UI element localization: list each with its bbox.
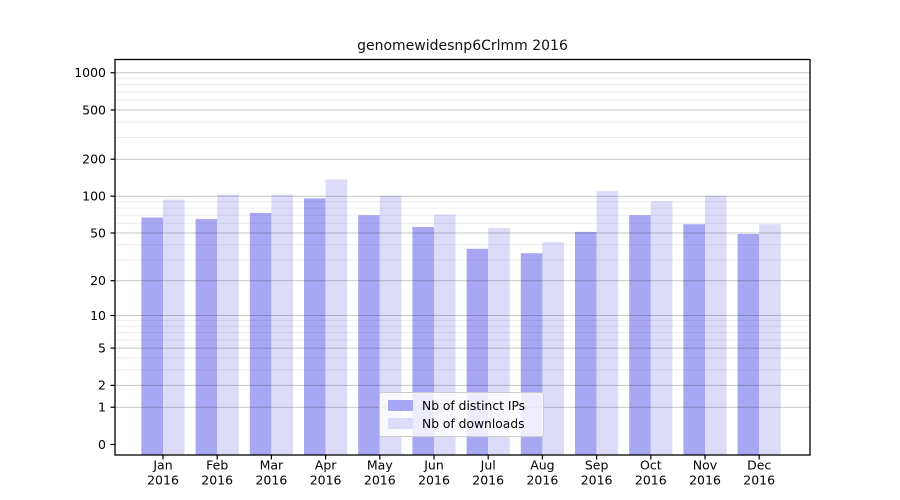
x-tick-label-year: 2016 xyxy=(581,473,613,488)
y-tick-label: 100 xyxy=(82,189,106,204)
legend-swatch-downloads xyxy=(388,418,413,429)
chart-title: genomewidesnp6Crlmm 2016 xyxy=(357,38,568,54)
x-tick-label-month: Nov xyxy=(693,458,718,473)
y-tick-label: 2 xyxy=(98,378,106,393)
x-tick-label-year: 2016 xyxy=(201,473,233,488)
x-tick-label-month: Jan xyxy=(152,458,172,473)
bar-downloads-sep xyxy=(596,191,619,455)
x-tick-label-month: Feb xyxy=(206,458,228,473)
x-tick-label-month: Aug xyxy=(530,458,554,473)
x-tick-label-year: 2016 xyxy=(472,473,504,488)
bar-downloads-mar xyxy=(271,194,293,455)
x-tick-label-month: Sep xyxy=(585,458,609,473)
bar-ips-mar xyxy=(249,212,272,455)
bar-ips-sep xyxy=(575,231,597,455)
x-tick-label-month: Jun xyxy=(423,458,444,473)
x-tick-label-year: 2016 xyxy=(364,473,396,488)
x-tick-label-year: 2016 xyxy=(418,473,450,488)
x-tick-label-year: 2016 xyxy=(255,473,287,488)
legend-label-downloads: Nb of downloads xyxy=(422,416,525,431)
x-tick-label-month: Oct xyxy=(640,458,662,473)
x-tick-label-month: May xyxy=(367,458,393,473)
legend: Nb of distinct IPs Nb of downloads xyxy=(379,392,544,437)
bar-ips-apr xyxy=(304,198,326,455)
bar-downloads-nov xyxy=(705,195,727,455)
bar-downloads-oct xyxy=(650,201,673,455)
x-tick-label-year: 2016 xyxy=(310,473,342,488)
y-tick-label: 500 xyxy=(82,102,106,117)
x-tick-label-month: Mar xyxy=(260,458,284,473)
x-tick-label-year: 2016 xyxy=(635,473,667,488)
bar-downloads-may xyxy=(379,195,402,455)
bar-downloads-apr xyxy=(325,179,348,455)
x-tick-label-year: 2016 xyxy=(526,473,558,488)
bar-ips-nov xyxy=(683,224,705,455)
legend-label-distinct-ips: Nb of distinct IPs xyxy=(422,398,526,413)
bar-downloads-dec xyxy=(759,224,781,455)
x-tick-label-year: 2016 xyxy=(689,473,721,488)
y-tick-label: 0 xyxy=(98,437,106,452)
bar-ips-oct xyxy=(629,215,651,455)
x-tick-label-year: 2016 xyxy=(743,473,775,488)
y-tick-label: 1 xyxy=(98,400,106,415)
y-tick-label: 20 xyxy=(90,273,106,288)
y-tick-label: 5 xyxy=(98,340,106,355)
bar-ips-may xyxy=(358,215,380,455)
y-tick-label: 50 xyxy=(90,225,106,240)
y-tick-label: 200 xyxy=(82,152,106,167)
y-tick-label: 10 xyxy=(90,308,106,323)
x-tick-label-year: 2016 xyxy=(147,473,179,488)
plot-border xyxy=(114,58,811,456)
x-tick-label-month: Jul xyxy=(480,458,496,473)
bar-downloads-aug xyxy=(542,242,564,455)
x-tick-label-month: Apr xyxy=(315,458,337,473)
bar-downloads-feb xyxy=(217,194,239,455)
y-tick-label: 1000 xyxy=(74,65,106,80)
bar-ips-feb xyxy=(195,219,218,455)
x-tick-label-month: Dec xyxy=(747,458,771,473)
bar-ips-dec xyxy=(737,234,760,455)
legend-swatch-distinct-ips xyxy=(388,400,413,411)
legend-item-distinct-ips: Nb of distinct IPs xyxy=(388,399,535,413)
legend-item-downloads: Nb of downloads xyxy=(388,417,535,431)
bar-downloads-jan xyxy=(163,199,185,455)
bar-ips-jan xyxy=(141,217,163,455)
